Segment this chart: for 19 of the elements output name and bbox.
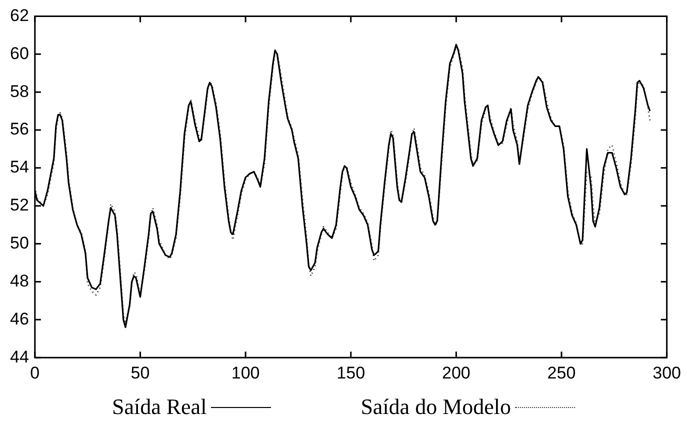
x-tick-label: 150 [336,363,366,382]
y-tick-label: 54 [10,158,29,177]
y-tick-label: 58 [10,82,29,101]
x-tick-label: 200 [442,363,470,382]
y-tick-label: 52 [10,196,29,215]
y-tick-label: 62 [10,6,29,25]
x-tick-label: 50 [130,363,150,382]
y-tick-label: 60 [10,44,29,63]
y-tick-label: 48 [10,271,29,290]
y-tick-label: 46 [10,309,29,328]
y-tick-label: 56 [10,120,29,139]
y-tick-label: 44 [10,347,29,366]
legend-label: Saída Real [112,394,207,420]
x-tick-label: 100 [231,363,260,382]
x-tick-label: 0 [30,363,40,382]
legend-label: Saída do Modelo [360,394,512,420]
x-tick-label: 300 [652,363,682,382]
y-tick-label: 50 [10,233,29,252]
x-tick-label: 250 [547,363,576,382]
